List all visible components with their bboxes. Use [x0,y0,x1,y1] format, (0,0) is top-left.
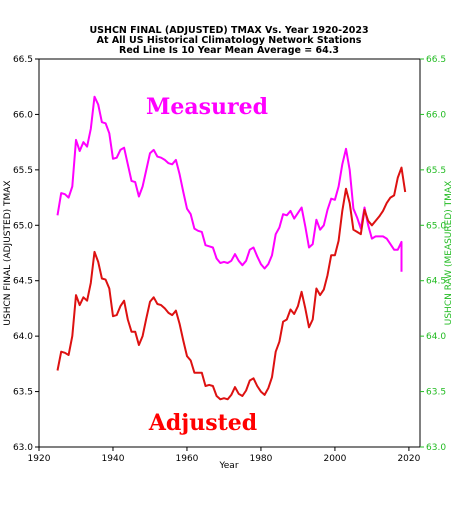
series-layer [56,95,407,401]
y-tick-left-label: 65.5 [13,166,33,176]
y-tick-left-label: 66.0 [13,110,33,120]
x-axis-label: Year [218,461,238,471]
chart-title-line-1: USHCN FINAL (ADJUSTED) TMAX Vs. Year 192… [89,25,368,36]
y-tick-right-label: 64.0 [426,332,446,342]
y-tick-left-label: 64.5 [13,277,33,287]
y-tick-left-label: 63.5 [13,388,33,398]
y-tick-right-label: 63.5 [426,388,446,398]
y-tick-right-label: 63.0 [426,443,446,453]
chart-title-line-2: At All US Historical Climatology Network… [97,35,362,46]
y-tick-right-label: 66.0 [426,110,446,120]
plot-frame [38,58,421,448]
x-tick-label: 1980 [249,454,272,464]
x-tick-label: 1940 [102,454,125,464]
annotation-adjusted: Adjusted [148,410,257,436]
series-line-measured [56,95,403,272]
y-tick-right-label: 64.5 [426,277,446,287]
y-axis-left-label: USHCN FINAL (ADJUSTED) TMAX [3,180,13,325]
y-tick-right-label: 65.5 [426,166,446,176]
chart-title-line-3: Red Line Is 10 Year Mean Average = 64.3 [119,45,339,56]
y-axis-right: 63.0 63.5 64.0 64.5 65.0 65.5 66.0 66.5 [420,55,446,453]
y-tick-left-label: 64.0 [13,332,33,342]
x-tick-label: 1960 [176,454,199,464]
y-axis-right-label: USHCN RAW (MEASURED) TMAX [444,181,454,326]
x-tick-label: 2020 [397,454,420,464]
annotation-measured: Measured [146,94,268,120]
x-tick-label: 1920 [28,454,51,464]
y-tick-left-label: 65.0 [13,221,33,231]
series-line-adjusted [56,166,407,401]
x-tick-label: 2000 [323,454,346,464]
x-axis: 1920 1940 1960 1980 2000 2020 [28,447,421,464]
y-tick-left-label: 66.5 [13,55,33,65]
y-tick-right-label: 65.0 [426,221,446,231]
y-axis-left: 63.0 63.5 64.0 64.5 65.0 65.5 66.0 66.5 [13,55,39,453]
y-tick-left-label: 63.0 [13,443,33,453]
y-tick-right-label: 66.5 [426,55,446,65]
